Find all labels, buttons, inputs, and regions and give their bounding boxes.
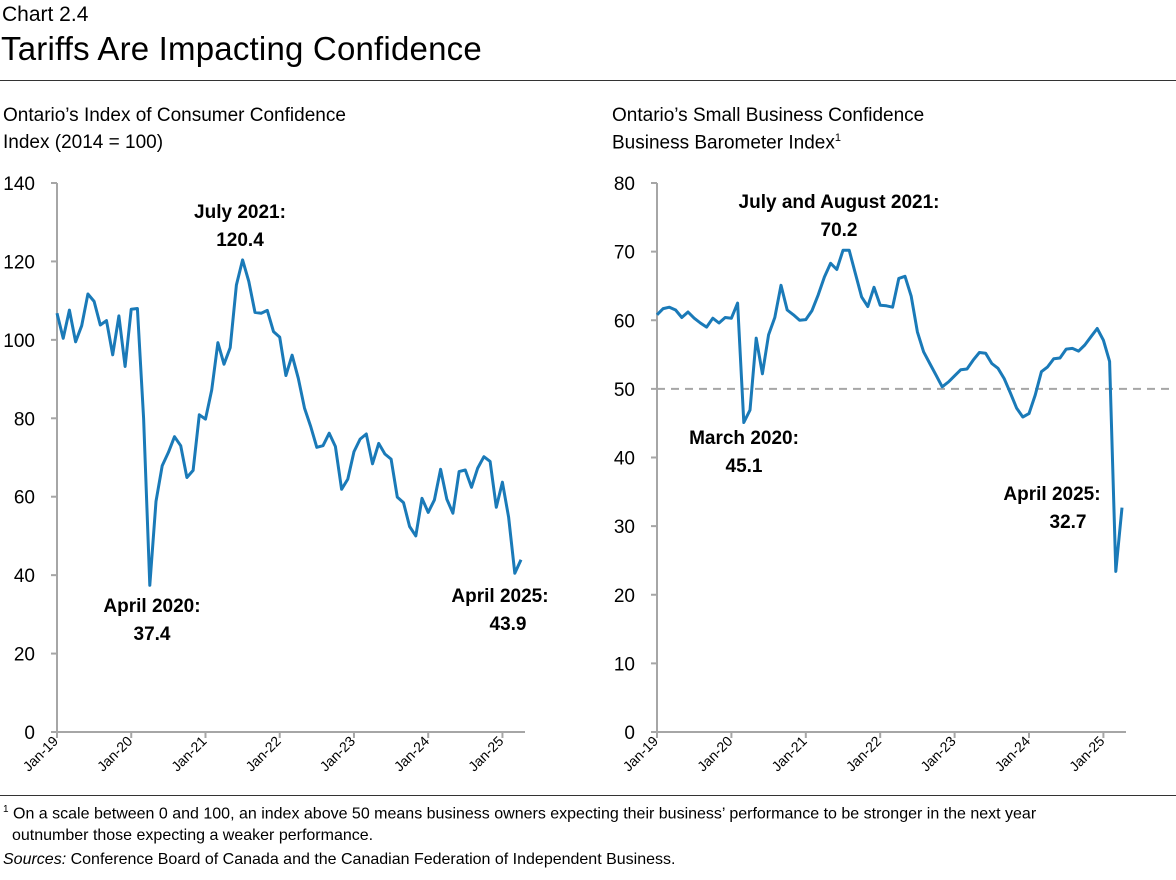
x-tick-label: Jan-24	[992, 733, 1034, 775]
y-tick-label: 20	[14, 645, 35, 666]
y-tick-label: 100	[3, 331, 35, 352]
x-tick-label: Jan-23	[316, 733, 358, 775]
annotation-label: July and August 2021:	[739, 192, 940, 213]
x-tick-label: Jan-25	[465, 733, 507, 775]
x-tick-label: Jan-20	[94, 733, 136, 775]
title-divider	[0, 80, 1176, 81]
annotation-value: 120.4	[216, 230, 264, 251]
footnote-line2: outnumber those expecting a weaker perfo…	[12, 827, 374, 844]
annotation-label: April 2020:	[103, 596, 200, 617]
x-tick-label: Jan-20	[694, 733, 736, 775]
annotation-value: 37.4	[134, 624, 171, 645]
x-tick-label: Jan-23	[917, 733, 959, 775]
y-tick-label: 70	[614, 243, 635, 264]
right-ylabel-text: Business Barometer Index	[612, 132, 835, 154]
right-chart-ylabel: Business Barometer Index1	[612, 132, 841, 154]
y-tick-label: 0	[24, 723, 35, 744]
sources: Sources: Conference Board of Canada and …	[3, 851, 675, 869]
y-tick-label: 60	[14, 488, 35, 509]
x-tick-label: Jan-22	[242, 733, 284, 775]
annotation-value: 70.2	[821, 220, 858, 241]
y-tick-label: 20	[614, 586, 635, 607]
y-tick-label: 120	[3, 252, 35, 273]
footnote-divider	[0, 795, 1176, 796]
annotation-value: 45.1	[726, 456, 763, 477]
y-tick-label: 40	[614, 449, 635, 470]
y-tick-label: 50	[614, 380, 635, 401]
annotation-label: April 2025:	[451, 586, 548, 607]
footnote-marker: 1	[3, 804, 9, 815]
y-tick-label: 0	[624, 723, 635, 744]
data-series-line	[55, 258, 523, 587]
annotation-value: 32.7	[1050, 512, 1087, 533]
x-tick-label: Jan-24	[391, 733, 433, 775]
annotation-label: July 2021:	[194, 202, 286, 223]
left-chart-title: Ontario’s Index of Consumer Confidence	[3, 105, 346, 126]
y-tick-label: 10	[614, 654, 635, 675]
footnote-1: 1 On a scale between 0 and 100, an index…	[3, 804, 1036, 823]
sources-text: Conference Board of Canada and the Canad…	[66, 851, 676, 868]
annotation-label: April 2025:	[1003, 484, 1100, 505]
sources-label: Sources:	[3, 851, 67, 868]
x-tick-label: Jan-25	[1066, 733, 1108, 775]
y-tick-label: 80	[614, 174, 635, 195]
x-tick-label: Jan-21	[768, 733, 810, 775]
annotation-label: March 2020:	[689, 428, 799, 449]
x-tick-label: Jan-21	[168, 733, 210, 775]
footnote-ref: 1	[834, 132, 841, 144]
y-tick-label: 40	[14, 566, 35, 587]
y-tick-label: 60	[614, 311, 635, 332]
y-tick-label: 30	[614, 517, 635, 538]
annotation-value: 43.9	[490, 614, 527, 635]
y-tick-label: 80	[14, 409, 35, 430]
chart-number: Chart 2.4	[2, 3, 89, 26]
x-tick-label: Jan-22	[843, 733, 885, 775]
right-chart-title: Ontario’s Small Business Confidence	[612, 105, 925, 126]
data-series-line	[655, 248, 1124, 573]
footnote-line1: On a scale between 0 and 100, an index a…	[13, 805, 1037, 823]
chart-title: Tariffs Are Impacting Confidence	[1, 30, 482, 67]
y-tick-label: 140	[3, 174, 35, 195]
left-chart-ylabel: Index (2014 = 100)	[3, 132, 164, 153]
